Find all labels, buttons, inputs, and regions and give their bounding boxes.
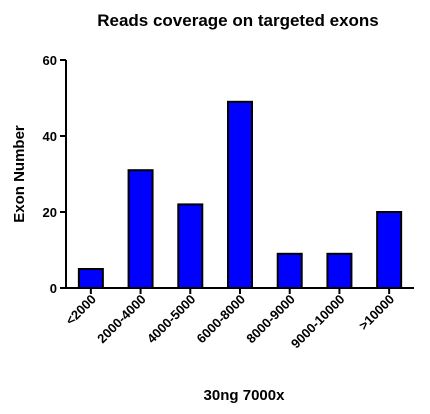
x-tick-label-2: 4000-5000 — [144, 292, 199, 347]
x-axis-label: 30ng 7000x — [204, 387, 286, 404]
bar-6 — [376, 211, 403, 289]
bars-group — [77, 100, 403, 290]
bar-0 — [77, 268, 104, 289]
x-tick-label-1: 2000-4000 — [94, 292, 149, 347]
x-tick-label-3: 6000-8000 — [194, 292, 249, 347]
x-tick-label-6: >10000 — [356, 292, 398, 334]
y-tick-label-2: 40 — [43, 129, 57, 144]
y-tick-label-0: 0 — [50, 281, 57, 296]
chart-title: Reads coverage on targeted exons — [97, 11, 379, 30]
bar-5 — [326, 252, 353, 290]
x-tick-label-5: 9000-10000 — [288, 292, 348, 352]
x-tick-label-0: <2000 — [63, 292, 99, 328]
bar-1 — [127, 169, 154, 289]
y-ticks-group: 0 20 40 60 — [43, 53, 66, 296]
y-axis-label: Exon Number — [11, 125, 28, 223]
x-ticks-group: <20002000-40004000-50006000-80008000-900… — [63, 288, 398, 352]
bar-2 — [177, 203, 204, 289]
y-tick-label-3: 60 — [43, 53, 57, 68]
bar-4 — [276, 252, 303, 290]
y-tick-label-1: 20 — [43, 205, 57, 220]
bar-3 — [227, 100, 253, 289]
